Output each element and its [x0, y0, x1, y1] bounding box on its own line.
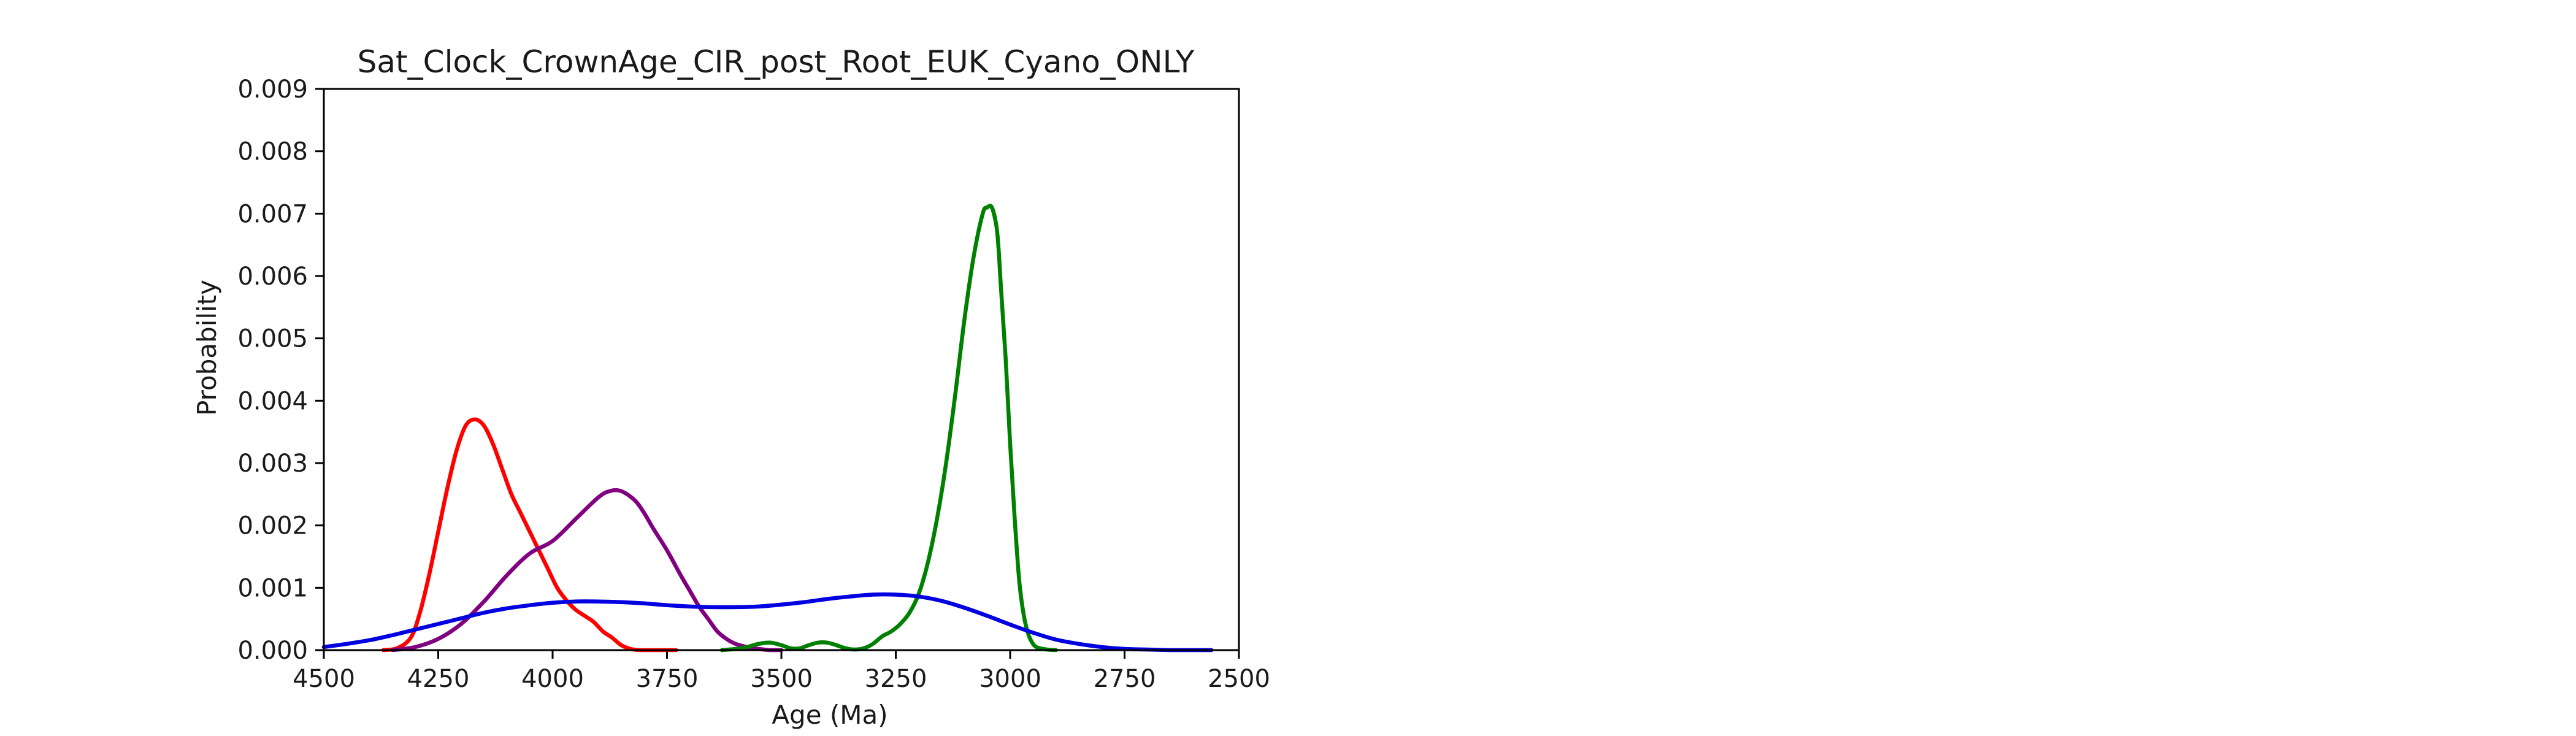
series-line-2 — [390, 488, 784, 653]
y-tick-label: 0.001 — [237, 574, 308, 602]
x-axis: 4500 4250 4000 3750 3500 3250 3000 2750 2500 — [293, 650, 1270, 693]
plot-frame — [323, 88, 1240, 651]
x-tick-label: 3500 — [750, 665, 813, 693]
x-tick-label: 4500 — [293, 665, 355, 693]
x-tick-label: 4250 — [407, 665, 470, 693]
y-tick-label: 0.009 — [237, 75, 308, 104]
plot-area — [321, 88, 1240, 653]
y-tick-label: 0.000 — [237, 637, 308, 665]
y-tick-label: 0.004 — [237, 387, 308, 415]
x-tick-label: 2500 — [1208, 665, 1270, 693]
y-tick-label: 0.007 — [237, 200, 308, 228]
series-group — [321, 204, 1214, 653]
series-line-4 — [321, 592, 1214, 653]
y-tick-label: 0.003 — [237, 450, 308, 478]
x-tick-label: 3750 — [636, 665, 699, 693]
y-tick-label: 0.002 — [237, 512, 308, 540]
y-tick-label: 0.006 — [237, 263, 308, 291]
x-tick-label: 3000 — [979, 665, 1041, 693]
y-tick-label: 0.005 — [237, 325, 308, 353]
x-axis-label: Age (Ma) — [772, 700, 887, 730]
chart-title: Sat_Clock_CrownAge_CIR_post_Root_EUK_Cya… — [358, 44, 1195, 80]
x-tick-label: 2750 — [1094, 665, 1156, 693]
y-axis-label: Probability — [192, 280, 222, 416]
x-tick-label: 4000 — [521, 665, 584, 693]
series-line-1 — [381, 417, 678, 653]
y-tick-label: 0.008 — [237, 138, 308, 166]
y-axis: 0.000 0.001 0.002 0.003 0.004 0.005 0.006 0.007… — [237, 75, 324, 665]
series-line-3 — [719, 204, 1058, 653]
x-tick-label: 3250 — [865, 665, 927, 693]
